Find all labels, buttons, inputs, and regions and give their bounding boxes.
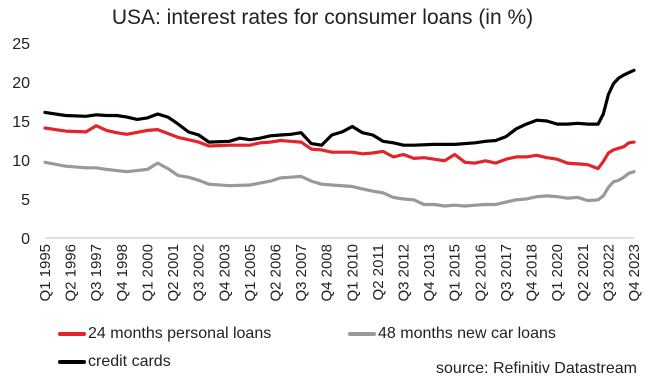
chart-title: USA: interest rates for consumer loans (… [111, 6, 534, 29]
series-line-24-months-personal-loans [43, 124, 636, 171]
y-tick-label: 20 [12, 75, 30, 92]
x-tick-label: Q1 2005 [242, 244, 259, 302]
x-tick-label: Q4 2013 [421, 244, 438, 302]
x-tick-label: Q2 2016 [472, 244, 489, 302]
legend-swatch-car-loans [348, 331, 376, 336]
x-tick-label: Q3 1997 [88, 244, 105, 302]
legend-item-credit-cards: credit cards [58, 353, 171, 371]
legend-label-car-loans: 48 months new car loans [378, 325, 556, 342]
x-tick-label: Q2 2006 [267, 244, 284, 302]
x-tick-label: Q3 2022 [600, 244, 617, 302]
y-tick-label: 15 [12, 114, 30, 131]
legend-item-car-loans: 48 months new car loans [348, 325, 556, 343]
x-tick-label: Q4 2003 [216, 244, 233, 302]
series-line-credit-cards [43, 68, 636, 147]
x-tick-label: Q1 2000 [139, 244, 156, 302]
legend-swatch-credit-cards [58, 359, 86, 364]
x-tick-label: Q1 2010 [344, 244, 361, 302]
x-tick-label: Q1 2015 [447, 244, 464, 302]
x-tick-label: Q2 2021 [575, 244, 592, 302]
x-tick-label: Q2 2011 [370, 244, 387, 300]
x-tick-label: Q1 1995 [37, 244, 54, 302]
x-tick-label: Q4 2023 [626, 244, 643, 302]
x-tick-label: Q3 2017 [498, 244, 515, 302]
x-tick-label: Q4 2018 [524, 244, 541, 302]
x-tick-labels: Q1 1995 Q2 1996 Q3 1997 Q4 1998 Q1 2000 Q2 20… [37, 244, 643, 302]
series-line-48-months-new-car-loans [43, 160, 636, 208]
y-tick-label: 5 [21, 192, 30, 209]
y-tick-labels: 0 5 10 15 20 25 [12, 36, 30, 248]
x-tick-label: Q4 2008 [319, 244, 336, 302]
legend-item-personal-loans: 24 months personal loans [58, 325, 271, 343]
x-tick-label: Q3 2012 [396, 244, 413, 302]
legend-label-personal-loans: 24 months personal loans [88, 325, 272, 342]
y-tick-label: 25 [12, 36, 30, 53]
x-tick-label: Q1 2020 [549, 244, 566, 302]
x-tick-label: Q2 2001 [165, 244, 182, 302]
x-tick-label: Q2 1996 [63, 244, 80, 302]
y-tick-label: 0 [21, 231, 30, 248]
legend-label-credit-cards: credit cards [88, 353, 171, 370]
source-note: source: Refinitiv Datastream [436, 360, 637, 377]
y-tick-label: 10 [12, 153, 30, 170]
series-lines [43, 68, 636, 208]
x-tick-label: Q3 2002 [191, 244, 208, 302]
legend-swatch-personal-loans [58, 331, 86, 336]
x-tick-label: Q4 1998 [114, 244, 131, 302]
x-tick-label: Q3 2007 [293, 244, 310, 302]
